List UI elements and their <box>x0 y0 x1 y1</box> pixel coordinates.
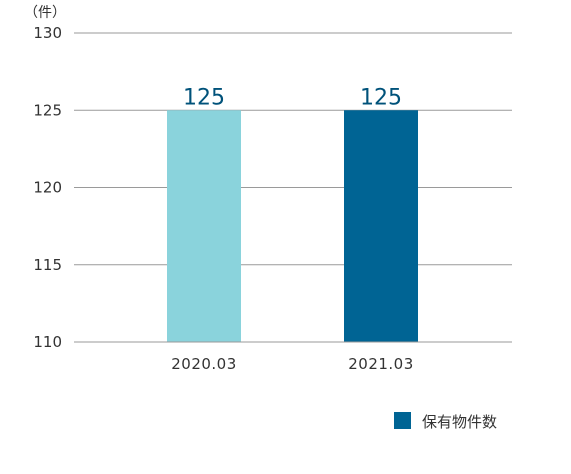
bars <box>167 110 418 342</box>
category-label-2021.03: 2021.03 <box>348 355 414 373</box>
legend-swatch <box>394 412 411 429</box>
category-label-2020.03: 2020.03 <box>171 355 237 373</box>
y-tick-label-110: 110 <box>33 333 62 351</box>
bar-2020.03 <box>167 110 241 342</box>
y-axis-unit-label: （件） <box>24 5 66 21</box>
y-tick-label-115: 115 <box>33 256 62 274</box>
legend-label: 保有物件数 <box>422 413 497 431</box>
data-labels: 125 125 <box>183 85 402 110</box>
data-label-2021.03: 125 <box>360 85 402 110</box>
category-labels: 2020.03 2021.03 <box>74 341 512 373</box>
data-label-2020.03: 125 <box>183 85 225 110</box>
legend: 保有物件数 <box>394 412 497 431</box>
y-tick-label-125: 125 <box>33 101 62 119</box>
bar-2021.03 <box>344 110 418 342</box>
y-tick-label-130: 130 <box>33 24 62 42</box>
y-tick-labels: 110 115 120 125 130 <box>33 24 62 351</box>
y-tick-label-120: 120 <box>33 179 62 197</box>
gridlines <box>74 32 512 343</box>
